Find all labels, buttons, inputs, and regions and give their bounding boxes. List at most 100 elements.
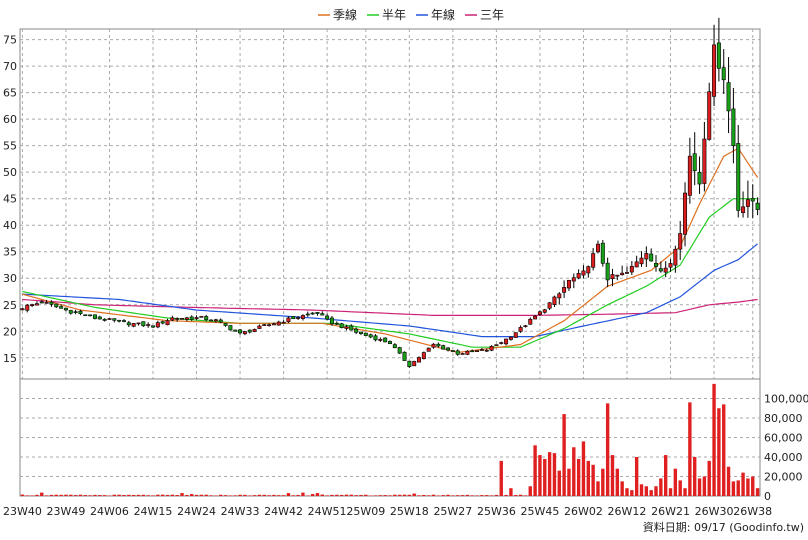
volume-bar [620,481,624,496]
candle-body [165,320,170,326]
volume-bar [388,495,392,496]
volume-bar [243,494,247,496]
volume-bar [678,480,682,496]
volume-bar [214,495,218,496]
volume-bar [605,403,610,496]
candle-body [136,322,141,325]
candle-body [533,315,538,320]
volume-bar [746,478,750,496]
candle-body [131,323,136,327]
price-tick-label: 25 [3,299,17,312]
candle-body [310,312,315,315]
volume-bar [514,495,518,496]
volume-bar [446,494,450,496]
volume-bar [494,494,499,496]
volume-bar [131,494,136,496]
volume-bar [160,494,165,496]
volume-bar [349,494,353,496]
candle-body [358,331,363,334]
candle-body [44,302,49,304]
candle-body [213,319,218,322]
candle-body [673,248,678,266]
x-tick-label: 25W45 [520,505,559,518]
candle-body [702,138,707,184]
x-tick-label: 24W33 [221,505,260,518]
volume-bar [717,408,721,496]
candle-body [417,357,422,363]
candle-body [247,329,252,333]
volume-bar [151,495,155,496]
volume-bar [301,492,305,496]
volume-bar [199,494,204,496]
candle-body [368,334,373,338]
volume-bar [219,494,223,496]
volume-bar [538,455,542,496]
volume-bar [383,495,387,496]
price-tick-label: 65 [3,87,17,100]
volume-bar [252,495,257,496]
price-tick-label: 35 [3,246,17,259]
volume-bar [296,494,300,496]
candle-body [455,350,460,355]
volume-bar [630,490,634,496]
candle-body [402,351,407,361]
volume-bar [567,468,571,496]
candle-body [697,172,702,185]
volume-bar [88,495,92,496]
candle-body [160,321,165,324]
candle-body [49,301,54,305]
candle-body [721,67,726,81]
candle-body [663,267,668,273]
legend-label: 半年 [382,8,406,22]
x-tick-label: 24W06 [90,505,129,518]
volume-bar [180,493,184,496]
candlesticks [20,17,760,368]
candle-body [687,155,692,196]
volume-bar [397,494,402,496]
candle-body [78,310,83,314]
candle-body [281,321,286,324]
volume-bar [228,495,233,496]
candle-body [450,350,455,352]
x-tick-label: 26W02 [564,505,603,518]
candle-body [654,263,659,267]
volume-bar [117,494,121,496]
candle-body [745,199,750,207]
price-tick-label: 20 [3,325,17,338]
candle-body [97,316,102,320]
candle-body [344,326,349,329]
candle-body [59,306,64,309]
legend: 季線 半年 年線 三年 [318,7,504,22]
volume-bar [572,447,576,496]
candle-body [30,304,35,306]
candle-body [388,341,392,344]
x-tick-label: 24W15 [134,505,173,518]
volume-bar [25,495,29,496]
volume-bar [286,493,291,496]
candle-body [349,325,354,331]
volume-bar [320,494,324,496]
volume-bar [673,468,678,496]
candle-body [286,317,291,322]
x-tick-label: 23W49 [47,505,86,518]
price-tick-label: 15 [3,352,17,365]
legend-label: 季線 [333,7,357,22]
volume-bar [649,490,653,496]
volume-bar [315,493,320,496]
volume-bar [262,494,266,496]
candle-body [620,272,625,276]
price-tick-label: 75 [3,34,17,47]
data-date-credit: 資料日期: 09/17 (Goodinfo.tw) [643,520,804,534]
candle-body [238,329,243,334]
volume-bar [233,495,237,496]
candle-body [102,318,107,321]
candle-body [591,253,596,268]
candle-body [320,313,325,316]
x-tick-label: 23W40 [3,505,42,518]
volume-bar [73,495,78,496]
volume-bar [751,476,755,496]
volume-bar [310,494,315,496]
volume-bar [504,494,508,496]
candle-body [383,337,388,343]
